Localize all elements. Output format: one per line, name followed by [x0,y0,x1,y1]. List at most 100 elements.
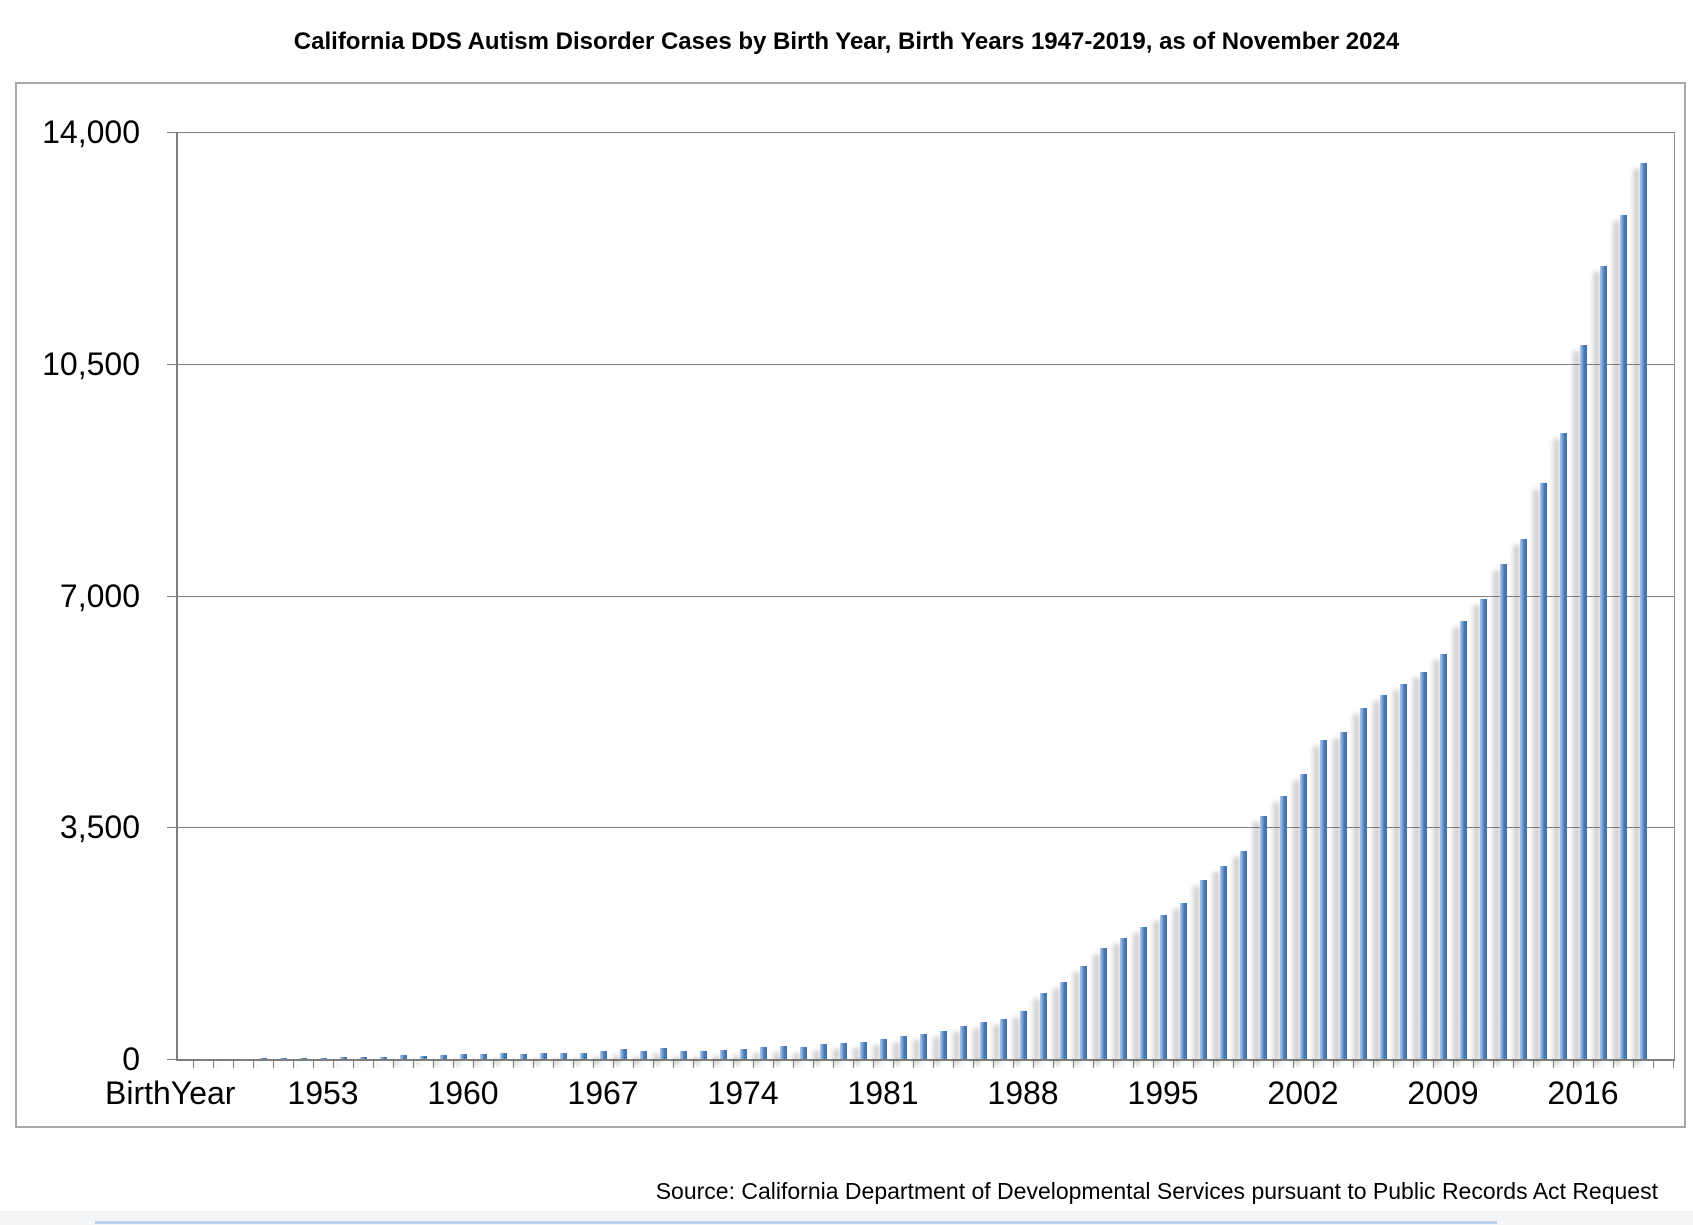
x-tick [853,1061,854,1068]
x-tick [1133,1061,1134,1068]
y-tick [167,1059,177,1060]
x-tick [1153,1061,1154,1068]
source-caption: Source: California Department of Develop… [655,1178,1658,1204]
x-tick [473,1061,474,1068]
x-tick [1293,1061,1294,1068]
x-tick [233,1061,234,1068]
bar-2010 [1459,621,1467,1059]
bar-1973 [719,1050,727,1059]
x-tick [613,1061,614,1068]
x-tick-label: 1981 [847,1075,919,1111]
x-tick [313,1061,314,1068]
x-tick [373,1061,374,1068]
bar-1988 [1019,1010,1027,1059]
y-tick-label: 14,000 [42,114,140,150]
x-tick [1373,1061,1374,1068]
bar-1950 [259,1058,267,1059]
bar-1957 [399,1055,407,1059]
bar-1952 [299,1057,307,1059]
bar-1978 [819,1044,827,1059]
x-axis-line [176,1059,1675,1061]
x-tick-label: 1967 [567,1075,639,1111]
bar-1966 [579,1052,587,1059]
x-tick-label: 1988 [987,1075,1059,1111]
bar-2017 [1599,265,1607,1059]
plot-right-border [1674,132,1675,1059]
bar-1992 [1099,948,1107,1059]
bar-1968 [619,1049,627,1059]
x-tick [1353,1061,1354,1068]
x-tick [1033,1061,1034,1068]
bar-2008 [1419,671,1427,1059]
bar-1959 [439,1054,447,1059]
x-tick [913,1061,914,1068]
x-tick [1553,1061,1554,1068]
bar-1954 [339,1057,347,1059]
y-tick-label: 3,500 [59,809,140,845]
bar-1970 [659,1048,667,1059]
x-tick [193,1061,194,1068]
x-tick [1073,1061,1074,1068]
x-tick [893,1061,894,1068]
x-tick-label: 1974 [707,1075,779,1111]
bar-1965 [559,1053,567,1059]
x-tick [1253,1061,1254,1068]
y-tick-label: 7,000 [59,578,140,614]
bar-1991 [1079,966,1087,1059]
bar-2003 [1319,739,1327,1059]
bar-1958 [419,1055,427,1059]
bar-2005 [1359,708,1367,1059]
bar-1999 [1239,851,1247,1059]
bar-1984 [939,1030,947,1059]
gridline [177,364,1674,365]
x-tick [993,1061,994,1068]
bar-1997 [1199,879,1207,1059]
bar-2013 [1519,539,1527,1059]
x-tick [493,1061,494,1068]
bar-1998 [1219,865,1227,1059]
x-tick [1233,1061,1234,1068]
bar-2015 [1559,433,1567,1059]
x-tick [653,1061,654,1068]
x-tick [1273,1061,1274,1068]
x-tick [1593,1061,1594,1068]
x-tick [1113,1061,1114,1068]
x-tick [333,1061,334,1068]
y-tick [167,132,177,133]
x-tick [1633,1061,1634,1068]
bar-2007 [1399,683,1407,1059]
x-tick [1673,1061,1674,1068]
x-tick [1433,1061,1434,1068]
x-tick [1173,1061,1174,1068]
x-tick [573,1061,574,1068]
x-tick [433,1061,434,1068]
y-axis-line [176,132,178,1061]
bar-1964 [539,1053,547,1059]
bar-1990 [1059,981,1067,1059]
x-tick-label: 2002 [1267,1075,1339,1111]
x-tick-label: 1995 [1127,1075,1199,1111]
x-tick [833,1061,834,1068]
bar-1956 [379,1056,387,1059]
x-tick [1513,1061,1514,1068]
bar-1961 [479,1054,487,1059]
bar-1987 [999,1018,1007,1059]
x-tick [1653,1061,1654,1068]
bar-2019 [1639,163,1647,1059]
x-tick [1613,1061,1614,1068]
x-tick [513,1061,514,1068]
bar-2018 [1619,215,1627,1059]
bar-2002 [1299,774,1307,1059]
bar-1967 [599,1051,607,1059]
bar-1974 [739,1049,747,1059]
bottom-accent-line [95,1221,1497,1224]
bar-2012 [1499,563,1507,1059]
x-tick [293,1061,294,1068]
bar-1953 [319,1057,327,1059]
bar-1969 [639,1051,647,1059]
bar-1996 [1179,902,1187,1059]
gridline [177,596,1674,597]
x-tick [1393,1061,1394,1068]
